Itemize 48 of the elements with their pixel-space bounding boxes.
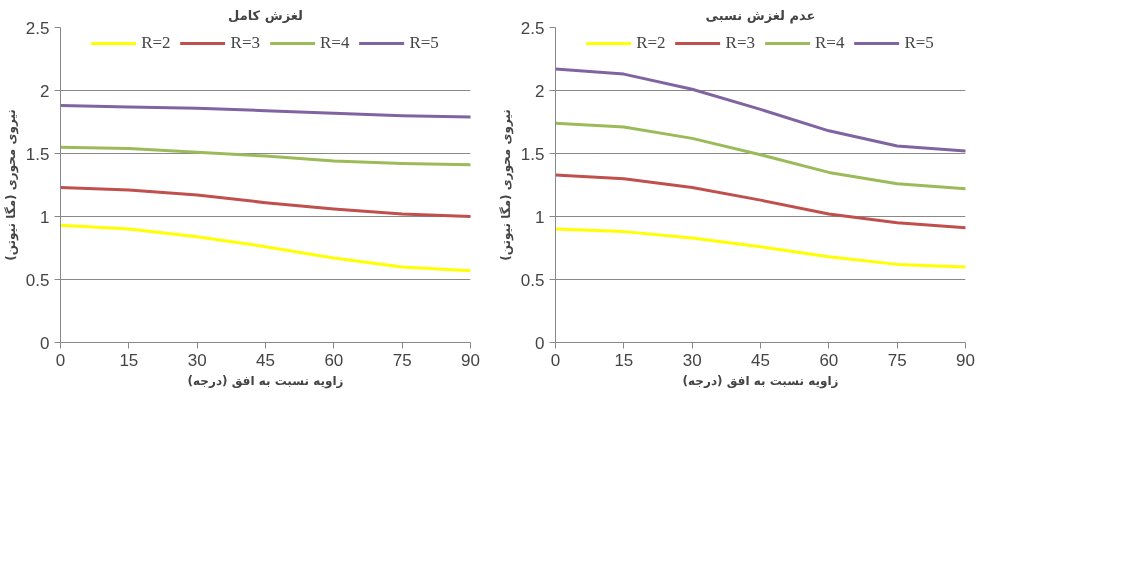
line-series (555, 227, 966, 269)
y-tick-label: 1 (40, 207, 50, 227)
chart-title: عدم لغزش نسبی (705, 7, 816, 24)
x-tick-label: 0 (55, 350, 66, 370)
y-tick-label: 2 (40, 81, 50, 101)
y-tick-label: 0 (40, 333, 50, 353)
legend-label: R=5 (409, 33, 439, 53)
y-tick-label: 1 (535, 207, 545, 227)
y-tick-label: 2.5 (25, 18, 50, 38)
y-tick-label: 1.5 (25, 144, 50, 164)
y-axis-title: نیروی محوری (مگا نیوتن) (3, 109, 19, 261)
legend-label: R=4 (815, 33, 845, 53)
line-series (60, 104, 471, 119)
y-tick-label: 0.5 (25, 270, 50, 290)
line-series (555, 173, 966, 230)
legend-label: R=3 (230, 33, 260, 53)
legend-label: R=3 (725, 33, 755, 53)
x-axis-title: زاویه نسبت به افق (درجه) (682, 373, 839, 389)
legend-label: R=2 (636, 33, 666, 53)
y-axis-title: نیروی محوری (مگا نیوتن) (498, 109, 514, 261)
x-tick-label: 0 (550, 350, 561, 370)
y-tick-label: 0.5 (520, 270, 545, 290)
x-tick-label: 75 (887, 350, 907, 370)
line-series (60, 223, 471, 273)
x-tick-label: 15 (119, 350, 139, 370)
legend-label: R=2 (141, 33, 171, 53)
chart-title: لغزش کامل (228, 7, 303, 23)
x-tick-label: 90 (956, 350, 975, 370)
x-tick-label: 45 (256, 350, 275, 370)
y-tick-label: 1.5 (520, 144, 545, 164)
line-series (555, 67, 966, 153)
y-tick-label: 0 (535, 333, 545, 353)
legend-label: R=4 (320, 33, 350, 53)
x-tick-label: 90 (461, 350, 480, 370)
x-tick-label: 30 (187, 350, 207, 370)
legend-label: R=5 (904, 33, 934, 53)
x-tick-label: 60 (819, 350, 839, 370)
x-tick-label: 30 (682, 350, 702, 370)
y-tick-label: 2 (535, 81, 545, 101)
line-series (60, 186, 471, 218)
x-tick-label: 45 (751, 350, 770, 370)
line-series (60, 145, 471, 167)
x-tick-label: 60 (324, 350, 344, 370)
x-tick-label: 75 (392, 350, 412, 370)
x-axis-title: زاویه نسبت به افق (درجه) (187, 373, 344, 389)
x-tick-label: 15 (614, 350, 634, 370)
y-tick-label: 2.5 (520, 18, 545, 38)
line-series (555, 121, 966, 191)
